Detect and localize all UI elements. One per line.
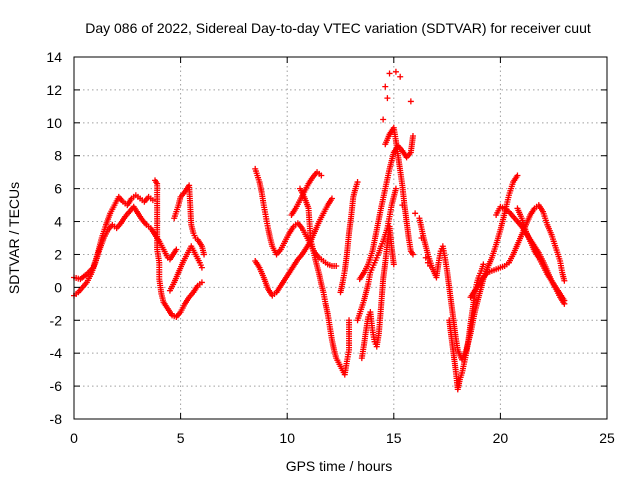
data-point: [392, 185, 399, 192]
data-point: [386, 70, 393, 77]
series-track-m: [382, 124, 416, 258]
data-point: [390, 261, 397, 268]
y-tick-label: 2: [54, 246, 62, 262]
data-point: [328, 195, 335, 202]
y-tick-label: 6: [54, 181, 62, 197]
data-point: [198, 264, 205, 271]
data-point: [514, 172, 521, 179]
y-tick-label: -4: [50, 345, 63, 361]
data-point: [412, 210, 419, 217]
data-point: [424, 259, 431, 266]
chart-title: Day 086 of 2022, Sidereal Day-to-day VTE…: [85, 20, 591, 36]
data-point: [318, 172, 325, 179]
y-tick-label: -2: [50, 312, 63, 328]
series-track-e: [166, 243, 205, 294]
series-track-s: [514, 205, 568, 304]
series-track-o: [416, 172, 521, 363]
y-axis-label: SDTVAR / TECUs: [6, 182, 22, 294]
y-tick-label: 0: [54, 279, 62, 295]
data-point: [354, 179, 361, 186]
y-tick-label: 8: [54, 148, 62, 164]
plot-frame: [73, 56, 608, 420]
data-point: [561, 277, 568, 284]
data-point: [397, 73, 404, 80]
y-tick-label: -6: [50, 378, 63, 394]
series-track-f: [252, 165, 340, 269]
data-point: [561, 297, 568, 304]
series-track-j: [337, 179, 361, 296]
x-tick-label: 20: [493, 430, 509, 446]
y-tick-label: 4: [54, 214, 62, 230]
x-tick-label: 10: [279, 430, 295, 446]
data-point: [409, 251, 416, 258]
x-tick-label: 25: [599, 430, 615, 446]
data-point: [198, 279, 205, 286]
data-point: [382, 83, 389, 90]
data-point: [392, 68, 399, 75]
data-point: [333, 262, 340, 269]
data-point: [407, 98, 414, 105]
x-tick-label: 5: [177, 430, 185, 446]
data-point: [409, 132, 416, 139]
series-track-a: [71, 192, 156, 283]
x-tick-label: 0: [70, 430, 78, 446]
y-tick-label: 14: [46, 49, 62, 65]
data-point: [399, 202, 406, 209]
data-points: [71, 68, 568, 393]
y-tick-label: 10: [46, 115, 62, 131]
series-track-i: [296, 185, 353, 378]
series-track-b: [71, 203, 180, 299]
data-point: [384, 95, 391, 102]
x-axis-label: GPS time / hours: [286, 458, 393, 474]
series-track-d: [171, 182, 208, 258]
series-track-c: [152, 177, 205, 320]
series-track-l: [356, 132, 416, 283]
x-tick-label: 15: [386, 430, 402, 446]
data-point: [346, 317, 353, 324]
data-point: [422, 254, 429, 261]
y-tick-label: -8: [50, 411, 63, 427]
data-point: [418, 235, 425, 241]
data-point: [480, 261, 487, 268]
data-point: [173, 246, 180, 253]
data-point: [149, 197, 156, 204]
data-point: [380, 116, 387, 123]
series-isolated: [380, 68, 434, 269]
data-point: [427, 262, 434, 269]
y-tick-label: 12: [46, 82, 62, 98]
data-point: [201, 251, 208, 258]
series-track-n: [358, 223, 397, 362]
